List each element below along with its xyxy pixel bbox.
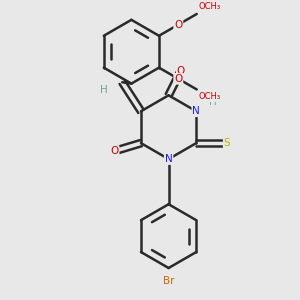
Text: O: O [174, 74, 182, 84]
Text: OCH₃: OCH₃ [199, 2, 221, 11]
Text: O: O [177, 66, 185, 76]
Text: N: N [192, 106, 200, 116]
Text: Br: Br [163, 276, 174, 286]
Text: O: O [174, 20, 182, 30]
Text: OCH₃: OCH₃ [199, 92, 221, 101]
Text: S: S [224, 138, 230, 148]
Text: O: O [110, 146, 118, 156]
Text: H: H [100, 85, 107, 95]
Text: H: H [209, 97, 217, 107]
Text: N: N [165, 154, 172, 164]
